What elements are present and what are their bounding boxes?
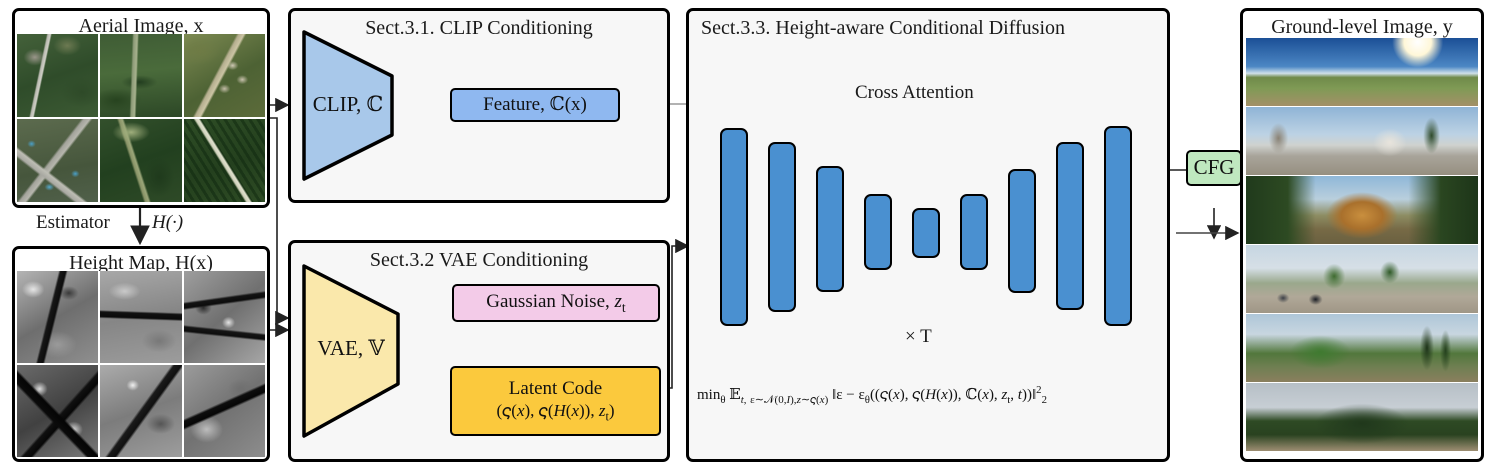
height-tile-1 [17,271,99,363]
timestep-label: × T [905,326,932,347]
clip-feature-label: Feature, ℂ(x) [483,94,587,116]
aerial-image-grid [17,34,265,202]
aerial-tile-6 [183,119,265,202]
height-map-panel-title: Height Map, H(x) [69,252,213,274]
clip-encoder-label: CLIP, ℂ [312,92,384,116]
height-tile-6 [183,365,265,457]
clip-feature-box: Feature, ℂ(x) [450,88,620,122]
unet-block-6 [960,194,988,270]
vae-panel-title: Sect.3.2 VAE Conditioning [369,249,589,271]
aerial-tile-5 [100,119,182,202]
gaussian-noise-box: Gaussian Noise, zt [452,284,660,322]
aerial-tile-2 [100,34,182,117]
estimator-function-label: H(·) [152,212,184,233]
unet-block-8 [1056,142,1084,310]
ground-panorama-stack [1246,38,1478,456]
diffusion-objective-equation: minθ 𝔼t, ε∼𝒩(0,I),z∼𝜍(x) ‖ε − εθ((𝜍(x), … [697,384,1047,406]
cross-attention-label: Cross Attention [855,82,974,103]
ground-panorama-2 [1246,107,1478,175]
aerial-tile-1 [17,34,99,117]
ground-panorama-6 [1246,383,1478,451]
latent-code-box: Latent Code (𝜍(x), 𝜍(H(x)), zt) [450,366,661,436]
unet-block-2 [768,142,796,312]
cfg-label: CFG [1193,155,1235,180]
vae-encoder-label: VAE, 𝕍 [317,336,385,360]
unet-block-4 [864,194,892,270]
height-tile-3 [183,271,265,363]
ground-panorama-4 [1246,245,1478,313]
latent-code-tuple: (𝜍(x), 𝜍(H(x)), zt) [496,400,615,423]
unet-block-1 [720,128,748,326]
ground-panorama-1 [1246,38,1478,106]
diffusion-panel-title: Sect.3.3. Height-aware Conditional Diffu… [701,17,1066,39]
height-map-grid [17,271,265,457]
unet-block-5 [912,208,940,258]
gaussian-noise-label: Gaussian Noise, zt [486,290,626,315]
aerial-tile-3 [183,34,265,117]
vae-encoder-shape: VAE, 𝕍 [300,262,402,440]
height-tile-4 [17,365,99,457]
estimator-label: Estimator [36,212,110,233]
ground-panel-title: Ground-level Image, y [1271,16,1453,38]
cfg-box: CFG [1186,150,1242,186]
latent-code-title: Latent Code [508,378,603,400]
aerial-tile-4 [17,119,99,202]
clip-encoder-shape: CLIP, ℂ [300,28,396,183]
height-tile-2 [100,271,182,363]
unet-block-3 [816,166,844,292]
clip-panel-title: Sect.3.1. CLIP Conditioning [365,17,593,39]
ground-panorama-5 [1246,314,1478,382]
unet-block-9 [1104,126,1132,326]
aerial-panel-title: Aerial Image, x [78,15,204,37]
height-tile-5 [100,365,182,457]
ground-panorama-3 [1246,176,1478,244]
unet-block-7 [1008,169,1036,293]
